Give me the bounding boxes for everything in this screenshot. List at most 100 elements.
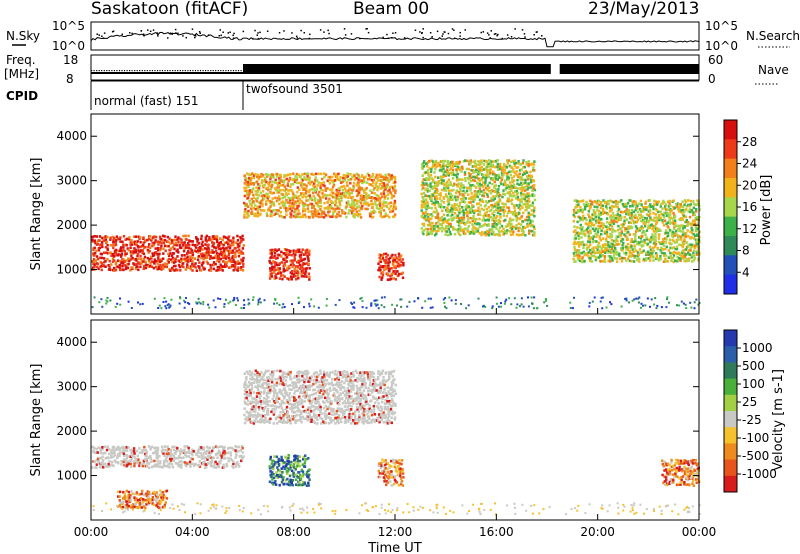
range-cell	[636, 210, 640, 214]
range-cell	[467, 171, 471, 175]
range-cell	[483, 159, 486, 163]
range-cell	[480, 190, 483, 193]
range-cell	[110, 460, 114, 464]
range-cell	[300, 199, 303, 203]
range-cell	[219, 257, 223, 261]
range-cell	[649, 209, 652, 213]
range-cell	[459, 166, 462, 169]
range-cell	[440, 199, 443, 203]
range-cell	[392, 261, 395, 265]
range-cell	[613, 219, 616, 223]
range-cell	[573, 211, 576, 214]
range-cell	[609, 218, 613, 221]
range-cell	[499, 181, 502, 184]
range-cell	[282, 183, 285, 187]
range-cell	[420, 227, 423, 230]
range-cell	[167, 254, 171, 258]
range-cell	[678, 229, 681, 233]
range-cell	[317, 215, 321, 219]
range-cell	[279, 206, 282, 210]
nave-point	[91, 70, 93, 72]
range-cell	[453, 202, 456, 206]
range-cell	[106, 445, 110, 449]
range-cell	[696, 227, 699, 230]
range-cell	[218, 268, 222, 271]
range-cell	[420, 183, 424, 187]
range-cell	[145, 458, 148, 461]
range-cell	[283, 258, 286, 262]
range-cell	[264, 176, 267, 180]
y-tick-label: 3000	[56, 174, 87, 188]
range-cell	[269, 201, 272, 205]
range-cell	[604, 205, 608, 208]
range-cell	[297, 215, 300, 219]
range-cell	[316, 209, 319, 213]
nsearch-point	[541, 35, 543, 37]
range-cell	[331, 185, 335, 189]
range-cell	[241, 247, 245, 250]
nave-point	[129, 70, 131, 72]
range-cell	[390, 196, 393, 200]
cpid-mode-normal: normal (fast) 151	[94, 94, 198, 108]
range-cell	[379, 269, 382, 272]
range-cell	[111, 445, 115, 449]
colorbar-swatch	[724, 255, 737, 276]
range-cell	[125, 449, 129, 452]
range-cell	[268, 184, 272, 187]
range-cell	[681, 234, 684, 238]
range-cell	[509, 193, 513, 196]
range-cell	[681, 227, 685, 230]
range-cell	[291, 261, 294, 265]
range-cell	[580, 232, 583, 235]
range-cell	[156, 448, 160, 452]
range-cell	[481, 173, 484, 176]
range-cell	[676, 304, 678, 307]
nave-point	[134, 70, 136, 72]
range-cell	[200, 234, 203, 238]
range-cell	[364, 194, 367, 198]
range-cell	[179, 269, 182, 272]
range-cell	[234, 252, 237, 256]
range-cell	[125, 454, 129, 457]
range-cell	[447, 202, 451, 206]
range-cell	[679, 218, 682, 222]
range-cell	[460, 182, 463, 185]
colorbar-swatch	[724, 139, 737, 160]
range-cell	[492, 214, 496, 217]
range-cell	[333, 196, 336, 199]
range-cell	[394, 269, 397, 273]
range-cell	[400, 305, 403, 308]
range-cell	[473, 169, 476, 173]
range-cell	[311, 206, 314, 210]
range-cell	[166, 449, 169, 453]
range-cell	[615, 220, 618, 224]
range-cell	[375, 204, 378, 207]
range-cell	[300, 192, 303, 195]
range-cell	[469, 197, 472, 201]
range-cell	[114, 262, 117, 266]
nave-point	[156, 70, 159, 72]
range-cell	[426, 223, 430, 227]
range-cell	[679, 259, 682, 262]
range-cell	[426, 187, 429, 190]
range-cell	[456, 185, 459, 188]
range-cell	[344, 174, 348, 177]
range-cell	[612, 200, 615, 204]
range-cell	[150, 445, 154, 449]
range-cell	[337, 187, 341, 190]
range-cell	[434, 175, 437, 179]
range-cell	[103, 257, 106, 260]
range-cell	[352, 199, 355, 203]
range-cell	[491, 165, 494, 168]
nave-point	[207, 70, 209, 72]
range-cell	[308, 252, 311, 255]
range-cell	[425, 198, 428, 201]
range-cell	[592, 218, 595, 221]
range-cell	[142, 257, 146, 261]
range-cell	[484, 219, 487, 222]
range-cell	[174, 449, 178, 453]
range-cell	[440, 219, 443, 222]
range-cell	[164, 449, 167, 452]
range-cell	[497, 184, 501, 188]
range-cell	[330, 206, 334, 210]
